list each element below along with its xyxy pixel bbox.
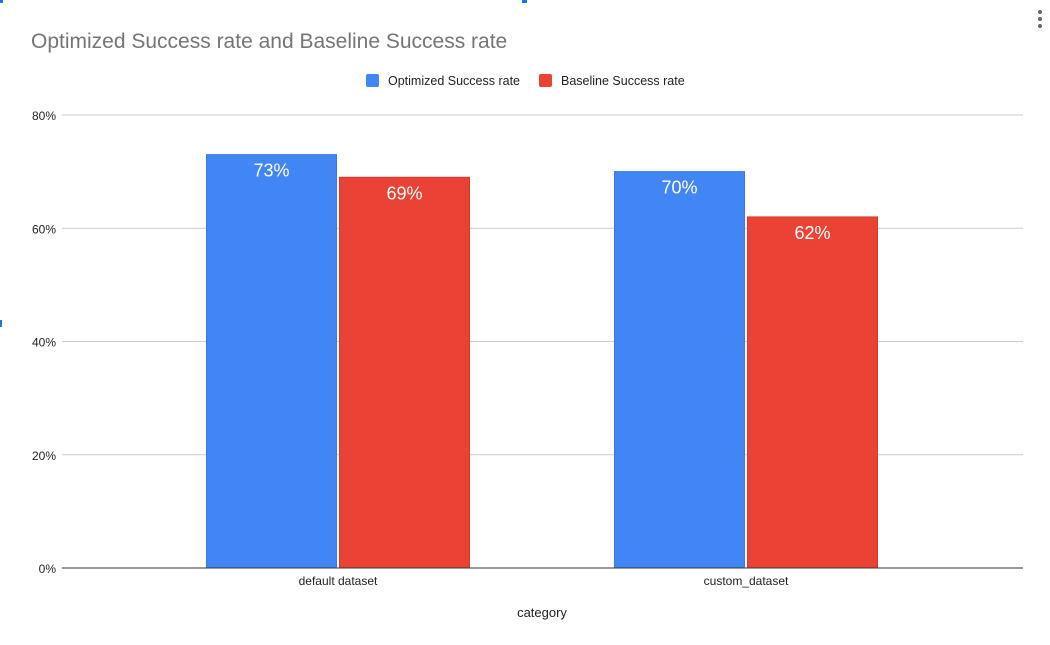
bar-data-label: 73%	[253, 161, 289, 181]
bar-data-label: 70%	[661, 178, 697, 198]
legend-swatch-optimized	[366, 74, 379, 87]
y-tick-label: 0%	[39, 562, 57, 576]
legend-swatch-baseline	[539, 74, 552, 87]
more-options-icon[interactable]	[1035, 10, 1045, 34]
bar-optimized-1[interactable]	[614, 171, 745, 569]
y-tick-label: 40%	[32, 336, 56, 350]
bar-data-label: 69%	[386, 183, 422, 203]
chart-legend: Optimized Success rate Baseline Success r…	[366, 74, 685, 88]
x-tick-label: custom_dataset	[704, 574, 789, 588]
y-tick-label: 80%	[32, 109, 56, 123]
bar-data-labels: 73% 69% 70% 62%	[253, 161, 830, 243]
bar-optimized-0[interactable]	[206, 154, 337, 569]
x-axis-label: category	[517, 605, 567, 620]
y-tick-label: 60%	[32, 222, 56, 236]
y-tick-label: 20%	[32, 449, 56, 463]
bar-series	[206, 154, 878, 569]
selection-handle-left-top[interactable]	[0, 0, 3, 3]
legend-label-baseline: Baseline Success rate	[561, 74, 685, 88]
selection-handle-left[interactable]	[0, 320, 2, 327]
y-axis-tick-labels: 0% 20% 40% 60% 80%	[32, 109, 56, 576]
x-axis-tick-labels: default dataset custom_dataset	[299, 574, 789, 588]
chart-title: Optimized Success rate and Baseline Succ…	[31, 30, 508, 53]
bar-baseline-1[interactable]	[747, 216, 878, 569]
bar-baseline-0[interactable]	[339, 176, 470, 569]
bar-data-label: 62%	[794, 223, 830, 243]
x-tick-label: default dataset	[299, 574, 378, 588]
selection-handle-top[interactable]	[522, 0, 527, 3]
legend-label-optimized: Optimized Success rate	[388, 74, 520, 88]
